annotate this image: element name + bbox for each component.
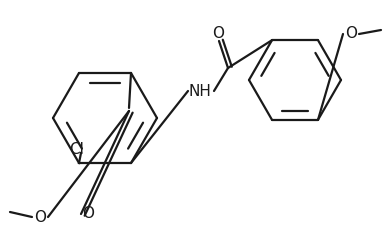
Text: O: O [212,25,224,41]
Text: Cl: Cl [70,142,84,156]
Text: O: O [82,206,94,222]
Text: NH: NH [189,84,211,98]
Text: O: O [345,26,357,42]
Text: O: O [34,210,46,224]
